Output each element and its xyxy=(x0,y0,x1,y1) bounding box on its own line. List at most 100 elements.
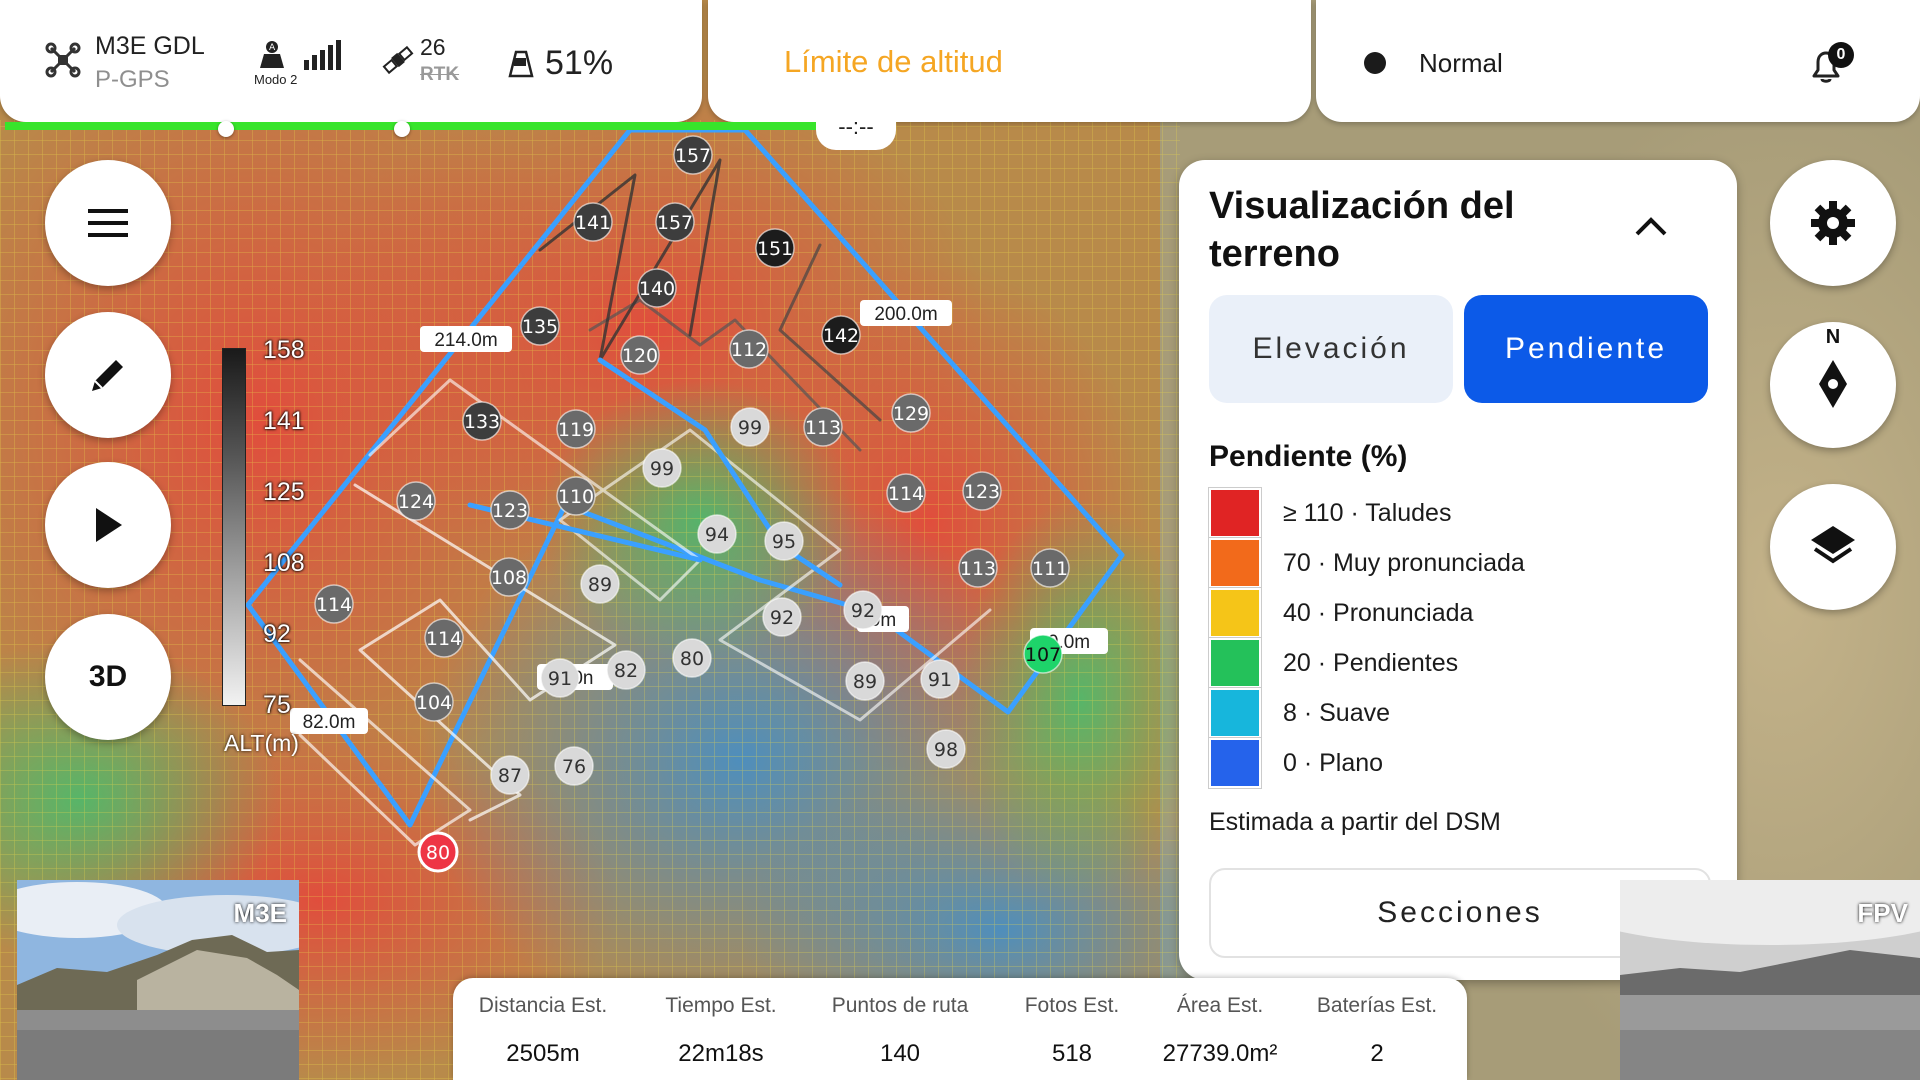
view-3d-button[interactable]: 3D xyxy=(45,614,171,740)
waypoint-marker[interactable]: 110 xyxy=(556,476,596,516)
waypoint-dot[interactable] xyxy=(755,228,795,268)
waypoint-marker[interactable]: 99 xyxy=(730,407,770,447)
waypoint-marker[interactable]: 151 xyxy=(755,228,795,268)
waypoint-dot[interactable] xyxy=(490,755,530,795)
waypoint-marker[interactable]: 123 xyxy=(962,471,1002,511)
waypoint-marker[interactable]: 141 xyxy=(573,202,613,242)
waypoint-marker[interactable]: 80 xyxy=(672,638,712,678)
waypoint-marker[interactable]: 108 xyxy=(489,557,529,597)
waypoint-dot[interactable] xyxy=(556,409,596,449)
waypoint-marker[interactable]: 89 xyxy=(845,661,885,701)
waypoint-marker[interactable]: 142 xyxy=(821,315,861,355)
waypoint-marker[interactable]: 89 xyxy=(580,564,620,604)
waypoint-dot[interactable] xyxy=(573,202,613,242)
waypoint-dot[interactable] xyxy=(920,659,960,699)
waypoint-marker[interactable]: 129 xyxy=(891,393,931,433)
waypoint-dot[interactable] xyxy=(672,638,712,678)
waypoint-marker[interactable]: 114 xyxy=(886,473,926,513)
waypoint-marker[interactable]: 135 xyxy=(520,306,560,346)
waypoint-marker[interactable]: 133 xyxy=(462,401,502,441)
menu-button[interactable] xyxy=(45,160,171,286)
main-camera-preview[interactable]: M3E xyxy=(17,880,299,1080)
waypoint-dot[interactable] xyxy=(886,473,926,513)
waypoint-dot[interactable] xyxy=(845,661,885,701)
waypoint-marker[interactable]: 91 xyxy=(920,659,960,699)
tab-slope[interactable]: Pendiente xyxy=(1464,295,1708,403)
compass-button[interactable]: N xyxy=(1770,322,1896,448)
waypoint-marker[interactable]: 114 xyxy=(314,584,354,624)
waypoint-marker[interactable]: 120 xyxy=(620,335,660,375)
waypoint-marker[interactable]: 104 xyxy=(414,682,454,722)
waypoint-dot[interactable] xyxy=(462,401,502,441)
play-button[interactable] xyxy=(45,462,171,588)
waypoint-dot[interactable] xyxy=(606,650,646,690)
waypoint-dot[interactable] xyxy=(821,315,861,355)
waypoint-marker[interactable]: 87 xyxy=(490,755,530,795)
waypoint-marker[interactable]: 98 xyxy=(926,729,966,769)
waypoint-dot[interactable] xyxy=(762,597,802,637)
waypoint-marker[interactable]: 123 xyxy=(490,490,530,530)
waypoint-marker[interactable]: 107 xyxy=(1023,634,1063,674)
layers-button[interactable] xyxy=(1770,484,1896,610)
waypoint-marker[interactable]: 94 xyxy=(697,514,737,554)
waypoint-dot[interactable] xyxy=(1023,634,1063,674)
waypoint-marker[interactable]: 80 xyxy=(417,831,459,873)
waypoint-marker[interactable]: 92 xyxy=(762,597,802,637)
waypoint-dot[interactable] xyxy=(489,557,529,597)
progress-handle-end[interactable] xyxy=(394,121,410,137)
waypoint-dot[interactable] xyxy=(620,335,660,375)
altitude-limit-alert[interactable]: Límite de altitud xyxy=(784,44,1003,79)
settings-button[interactable] xyxy=(1770,160,1896,286)
waypoint-marker[interactable]: 119 xyxy=(556,409,596,449)
waypoint-dot[interactable] xyxy=(520,306,560,346)
waypoint-dot[interactable] xyxy=(803,407,843,447)
pencil-icon xyxy=(92,360,123,391)
waypoint-marker[interactable]: 157 xyxy=(655,202,695,242)
waypoint-dot[interactable] xyxy=(958,548,998,588)
waypoint-marker[interactable]: 140 xyxy=(637,268,677,308)
waypoint-dot[interactable] xyxy=(314,584,354,624)
waypoint-marker[interactable]: 113 xyxy=(803,407,843,447)
waypoint-marker[interactable]: 111 xyxy=(1030,548,1070,588)
waypoint-dot[interactable] xyxy=(673,135,713,175)
waypoint-dot[interactable] xyxy=(1030,548,1070,588)
waypoint-dot[interactable] xyxy=(642,448,682,488)
waypoint-dot[interactable] xyxy=(926,729,966,769)
waypoint-dot[interactable] xyxy=(697,514,737,554)
waypoint-dot[interactable] xyxy=(637,268,677,308)
waypoint-marker[interactable]: 113 xyxy=(958,548,998,588)
waypoint-marker[interactable]: 95 xyxy=(764,521,804,561)
waypoint-dot[interactable] xyxy=(730,407,770,447)
waypoint-marker[interactable]: 99 xyxy=(642,448,682,488)
chevron-up-icon[interactable] xyxy=(1629,204,1673,248)
waypoint-dot[interactable] xyxy=(396,481,436,521)
waypoint-dot[interactable] xyxy=(962,471,1002,511)
alert-bar[interactable]: Límite de altitud xyxy=(708,0,1311,122)
waypoint-dot[interactable] xyxy=(540,658,580,698)
tab-elevation[interactable]: Elevación xyxy=(1209,295,1453,403)
waypoint-dot[interactable] xyxy=(490,490,530,530)
waypoint-marker[interactable]: 124 xyxy=(396,481,436,521)
fpv-camera-preview[interactable]: FPV xyxy=(1620,880,1920,1080)
waypoint-dot[interactable] xyxy=(556,476,596,516)
waypoint-dot[interactable] xyxy=(554,746,594,786)
waypoint-marker[interactable]: 114 xyxy=(424,618,464,658)
waypoint-dot[interactable] xyxy=(417,831,459,873)
waypoint-marker[interactable]: 112 xyxy=(729,329,769,369)
edit-button[interactable] xyxy=(45,312,171,438)
waypoint-marker[interactable]: 76 xyxy=(554,746,594,786)
waypoint-marker[interactable]: 92 xyxy=(843,590,883,630)
waypoint-dot[interactable] xyxy=(580,564,620,604)
waypoint-dot[interactable] xyxy=(764,521,804,561)
waypoint-dot[interactable] xyxy=(843,590,883,630)
waypoint-dot[interactable] xyxy=(414,682,454,722)
waypoint-dot[interactable] xyxy=(424,618,464,658)
waypoint-marker[interactable]: 82 xyxy=(606,650,646,690)
waypoint-marker[interactable]: 91 xyxy=(540,658,580,698)
progress-handle-start[interactable] xyxy=(218,121,234,137)
waypoint-dot[interactable] xyxy=(655,202,695,242)
waypoint-marker[interactable]: 157 xyxy=(673,135,713,175)
waypoint-dot[interactable] xyxy=(891,393,931,433)
distance-label: 200.0m xyxy=(860,300,952,326)
waypoint-dot[interactable] xyxy=(729,329,769,369)
